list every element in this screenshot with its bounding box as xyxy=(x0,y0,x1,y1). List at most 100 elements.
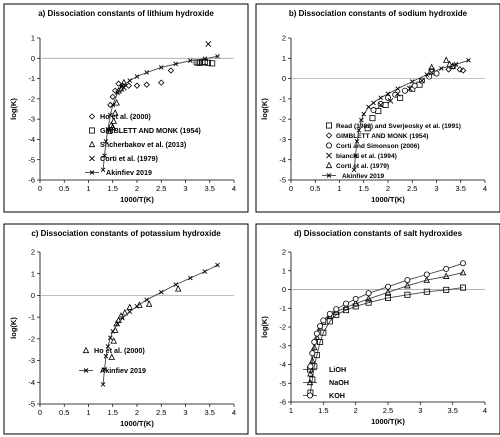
legend-marker xyxy=(326,152,332,159)
series-LiOH xyxy=(307,284,467,396)
legend-marker xyxy=(306,392,313,399)
x-tick-label: 2 xyxy=(135,408,139,417)
data-point xyxy=(158,289,164,295)
data-point xyxy=(126,303,133,310)
y-tick-label: 1 xyxy=(282,266,286,275)
x-tick-label: 4 xyxy=(483,406,487,415)
data-point xyxy=(351,167,357,173)
data-point xyxy=(320,317,327,324)
data-point xyxy=(384,283,391,290)
data-point xyxy=(364,125,371,132)
x-tick-label: 1.5 xyxy=(359,184,369,193)
data-point xyxy=(108,112,113,118)
x-tick-label: 0 xyxy=(38,184,42,193)
legend-marker xyxy=(89,155,95,162)
x-tick-label: 4 xyxy=(232,184,236,193)
legend-marker xyxy=(306,378,314,386)
data-point xyxy=(173,282,179,287)
data-point xyxy=(167,67,175,74)
data-point xyxy=(377,100,384,107)
data-point xyxy=(359,117,364,123)
y-tick-label: 0 xyxy=(31,54,35,63)
data-point xyxy=(173,61,179,67)
legend-label: bianchi et al. (1994) xyxy=(336,153,397,160)
legend-label: Corti et al. (1979) xyxy=(100,154,159,163)
data-point xyxy=(117,312,125,319)
legend-marker xyxy=(82,346,90,354)
legend-marker xyxy=(325,122,332,129)
series-Akinfiev 2019 xyxy=(100,53,220,173)
panel-frame xyxy=(255,223,500,435)
legend-label: Ho et al. (2000) xyxy=(94,346,145,355)
x-tick-label: 1 xyxy=(86,184,90,193)
data-point xyxy=(406,85,413,92)
data-point xyxy=(395,86,401,92)
data-point xyxy=(115,90,120,96)
data-point xyxy=(100,382,106,387)
data-point xyxy=(145,300,153,307)
y-tick-label: 0 xyxy=(31,291,35,300)
y-tick-label: -5 xyxy=(279,379,286,388)
legend-item: Corti and Simonson (2006) xyxy=(325,142,420,150)
legend-label: Corti et al. (1979) xyxy=(336,163,389,170)
chart-panel-3: c) Dissociation constants of potassium h… xyxy=(3,223,249,435)
data-point xyxy=(369,115,376,122)
data-point xyxy=(188,58,193,64)
chart-panel-1: a) Dissociation constants of lithium hyd… xyxy=(3,3,249,213)
series-line xyxy=(102,55,218,170)
data-point xyxy=(205,41,212,48)
x-tick-label: 2.5 xyxy=(156,184,166,193)
data-point xyxy=(174,285,182,292)
data-point xyxy=(108,335,113,341)
y-tick-label: -1 xyxy=(279,94,286,103)
legend-item: Shcherbakov et al. (2013) xyxy=(88,140,187,149)
data-point xyxy=(112,87,119,94)
y-tick-label: -2 xyxy=(28,94,35,103)
data-point xyxy=(115,86,122,94)
data-point xyxy=(133,82,141,89)
data-point xyxy=(320,329,327,336)
data-point xyxy=(144,70,150,75)
x-tick-label: 3.5 xyxy=(447,406,457,415)
legend-label: Akinfiev 2019 xyxy=(106,168,152,177)
data-point xyxy=(409,79,415,84)
x-axis-label: 1000/T(K) xyxy=(120,419,154,428)
y-tick-label: -2 xyxy=(279,115,286,124)
data-point xyxy=(439,66,444,71)
data-point xyxy=(366,104,371,110)
y-tick-label: 2 xyxy=(282,248,286,257)
y-tick-label: 0 xyxy=(282,285,286,294)
series-Akinfiev 2019 xyxy=(351,57,471,173)
data-point xyxy=(127,309,133,315)
x-tick-label: 1 xyxy=(337,184,341,193)
x-tick-label: 3 xyxy=(183,408,187,417)
legend-item: Akinfiev 2019 xyxy=(322,173,384,180)
data-point xyxy=(371,100,376,106)
data-point xyxy=(460,67,467,74)
data-point xyxy=(404,277,411,284)
data-point xyxy=(419,77,425,84)
chart-title: c) Dissociation constants of potassium h… xyxy=(31,229,221,238)
legend-marker xyxy=(326,173,332,178)
data-point xyxy=(353,153,358,158)
legend-label: Read (1982) and Sverjeosky et al. (1991) xyxy=(336,123,461,130)
x-tick-label: 3 xyxy=(183,184,187,193)
series-line xyxy=(102,264,218,385)
data-point xyxy=(384,288,392,295)
y-tick-label: -4 xyxy=(28,378,35,387)
y-tick-label: -3 xyxy=(28,115,35,124)
x-tick-label: 3 xyxy=(434,184,438,193)
data-point xyxy=(102,366,107,372)
y-tick-label: -3 xyxy=(28,356,35,365)
data-point xyxy=(120,83,125,88)
x-tick-label: 0 xyxy=(289,184,293,193)
data-point xyxy=(423,276,431,283)
y-tick-label: -4 xyxy=(279,360,286,369)
legend-label: Corti and Simonson (2006) xyxy=(336,143,420,150)
legend-item: Akinfiev 2019 xyxy=(85,168,152,177)
y-tick-label: -4 xyxy=(28,135,35,144)
x-axis-label: 1000/T(K) xyxy=(371,417,405,426)
panel-frame xyxy=(3,3,249,213)
legend-marker xyxy=(325,142,332,149)
data-point xyxy=(442,272,450,279)
